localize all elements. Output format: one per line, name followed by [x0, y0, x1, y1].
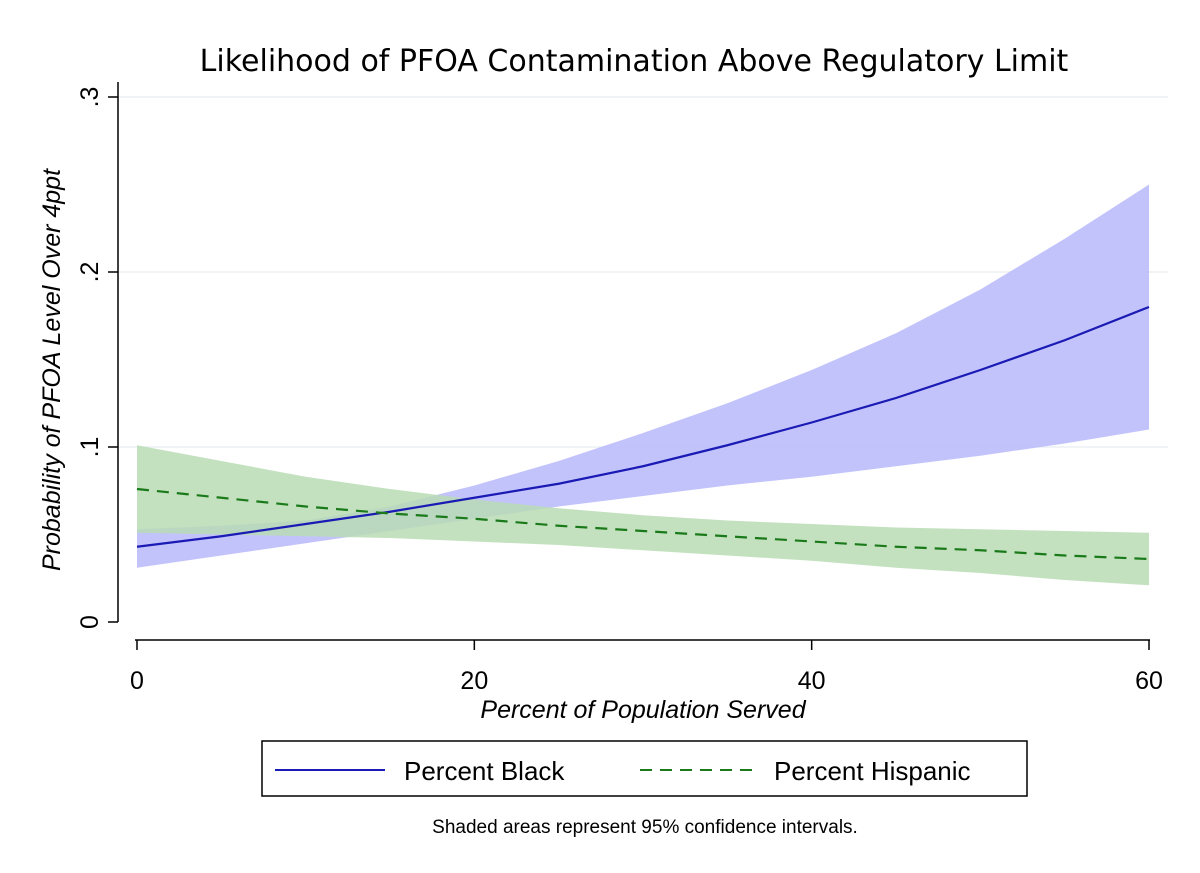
x-tick-label-1: 20	[460, 667, 488, 695]
ci-band-percent-hispanic	[137, 445, 1149, 586]
series-line-percent-black	[136, 305, 1150, 548]
x-axis-label: Percent of Population Served	[480, 696, 806, 724]
y-tick-label-2: .2	[76, 262, 104, 283]
y-axis-label: Probability of PFOA Level Over 4ppt	[38, 168, 66, 571]
x-tick-label-0: 0	[130, 667, 144, 695]
y-axis-ticks: 0 .1 .2 .3	[76, 87, 118, 629]
legend-label-percent-hispanic: Percent Hispanic	[774, 756, 971, 786]
chart-note: Shaded areas represent 95% confidence in…	[432, 817, 858, 838]
confidence-bands	[137, 184, 1149, 586]
x-tick-label-3: 60	[1135, 667, 1163, 695]
legend-label-percent-black: Percent Black	[404, 756, 565, 786]
y-tick-label-1: .1	[76, 437, 104, 458]
legend-box	[261, 740, 1028, 797]
series-lines	[136, 305, 1150, 561]
series-line-percent-hispanic	[136, 487, 1150, 561]
chart-title: Likelihood of PFOA Contamination Above R…	[200, 44, 1069, 79]
y-tick-label-3: .3	[76, 87, 104, 108]
x-tick-label-2: 40	[798, 667, 826, 695]
x-axis-ticks: 0 20 40 60	[130, 640, 1163, 695]
y-tick-label-0: 0	[76, 615, 104, 629]
